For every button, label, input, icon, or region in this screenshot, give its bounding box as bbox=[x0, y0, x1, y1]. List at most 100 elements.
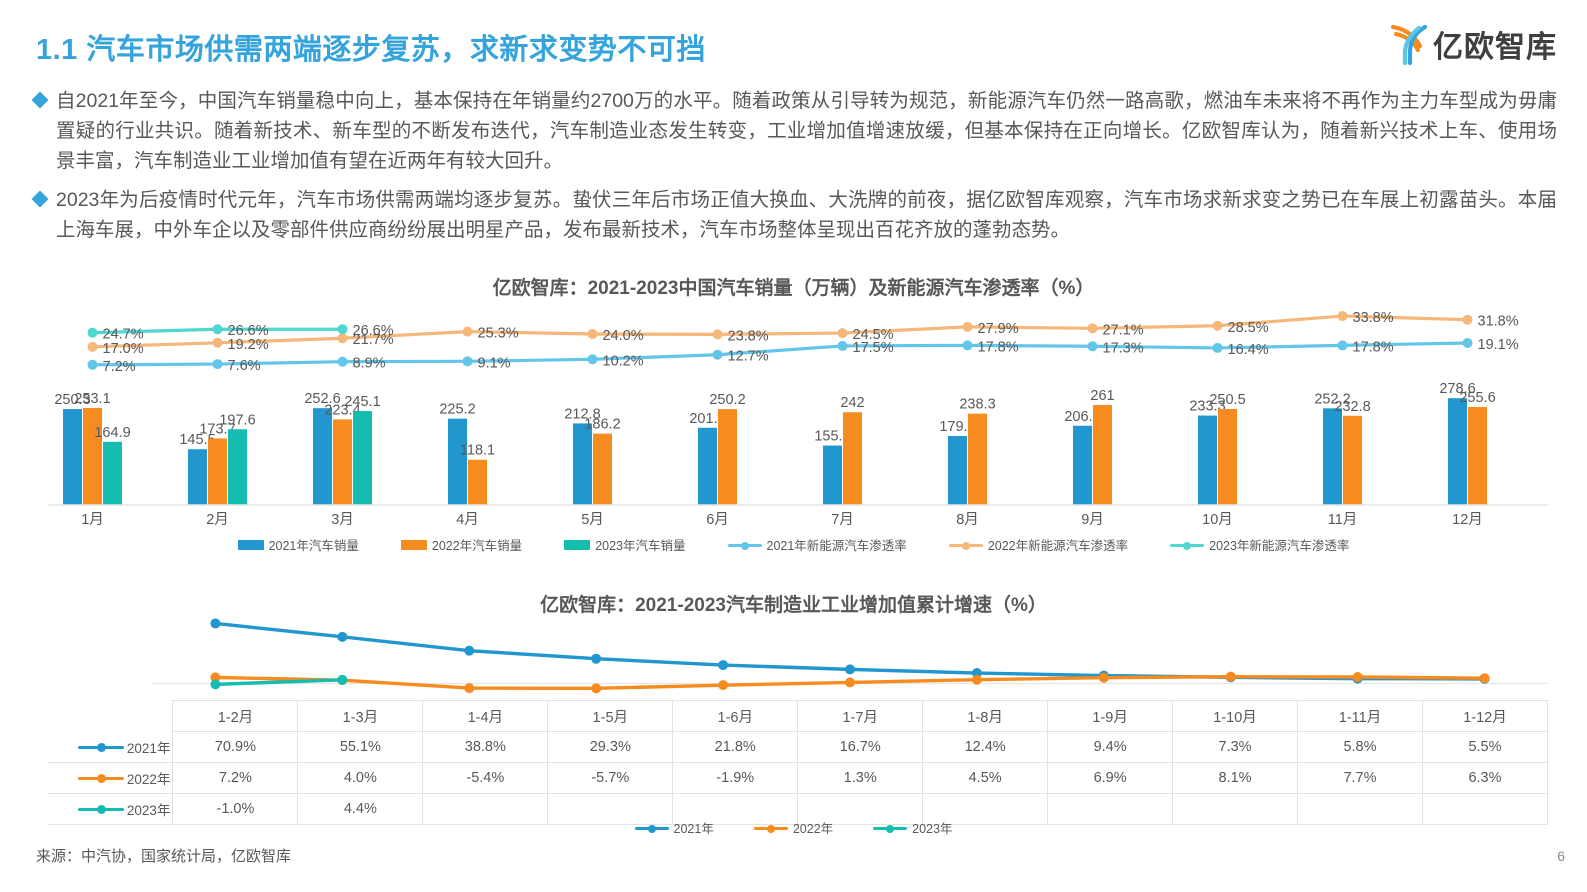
svg-text:10.2%: 10.2% bbox=[603, 353, 644, 369]
svg-text:186.2: 186.2 bbox=[584, 417, 620, 433]
legend-item[interactable]: 2022年 bbox=[753, 818, 833, 837]
bullet-list: 自2021年至今，中国汽车销量稳中向上，基本保持在年销量约2700万的水平。随着… bbox=[31, 86, 1557, 254]
list-item: 自2021年至今，中国汽车销量稳中向上，基本保持在年销量约2700万的水平。随着… bbox=[31, 86, 1557, 176]
svg-text:250.3: 250.3 bbox=[54, 392, 90, 408]
svg-text:27.9%: 27.9% bbox=[978, 321, 1019, 337]
legend-line-icon bbox=[634, 823, 669, 833]
svg-text:238.3: 238.3 bbox=[959, 397, 995, 413]
svg-text:26.6%: 26.6% bbox=[353, 323, 394, 339]
svg-text:24.7%: 24.7% bbox=[103, 327, 144, 343]
table-column-header: 1-6月 bbox=[672, 700, 799, 732]
chart-2-plot bbox=[152, 612, 1548, 700]
table-cell: 1.3% bbox=[797, 762, 924, 794]
svg-text:9.1%: 9.1% bbox=[478, 355, 511, 371]
table-cell: 4.0% bbox=[297, 762, 424, 794]
svg-text:16.4%: 16.4% bbox=[1228, 342, 1269, 358]
table-cell: 7.3% bbox=[1172, 731, 1299, 763]
table-cell bbox=[1421, 793, 1549, 825]
table-column-header: 1-2月 bbox=[172, 700, 299, 732]
svg-text:197.6: 197.6 bbox=[219, 412, 255, 428]
svg-text:179.9: 179.9 bbox=[939, 419, 975, 435]
legend-item[interactable]: 2022年汽车销量 bbox=[400, 535, 523, 554]
page-title: 1.1 汽车市场供需两端逐步复苏，求新求变势不可挡 bbox=[36, 34, 706, 66]
svg-text:19.2%: 19.2% bbox=[228, 337, 269, 353]
legend-item[interactable]: 2021年新能源汽车渗透率 bbox=[727, 535, 907, 554]
diamond-bullet-icon bbox=[31, 91, 49, 109]
x-axis-label: 10月 bbox=[1202, 512, 1233, 528]
table-cell: 70.9% bbox=[172, 731, 299, 763]
chart-1-legend: 2021年汽车销量 2022年汽车销量 2023年汽车销量 2021年新能源汽车渗透率… bbox=[0, 535, 1587, 554]
svg-text:242: 242 bbox=[840, 395, 864, 411]
table-row-label: 2023年 bbox=[126, 803, 171, 818]
x-axis-label: 8月 bbox=[956, 512, 979, 528]
legend-label: 2021年汽车销量 bbox=[268, 539, 359, 553]
table-cell: 4.4% bbox=[297, 793, 424, 825]
svg-text:261: 261 bbox=[1090, 388, 1114, 404]
svg-text:19.1%: 19.1% bbox=[1478, 337, 1519, 353]
chart-1-plot: 250.3 253.1 164.9 145.5 173.7 197.6 252.6 223.4… bbox=[48, 300, 1548, 525]
legend-item[interactable]: 2023年新能源汽车渗透率 bbox=[1170, 535, 1349, 554]
table-cell bbox=[1297, 793, 1423, 825]
table-row-label: 2022年 bbox=[126, 772, 171, 787]
svg-text:7.2%: 7.2% bbox=[103, 359, 136, 375]
svg-text:252.6: 252.6 bbox=[304, 391, 340, 407]
table-column-header: 1-8月 bbox=[922, 700, 1049, 732]
x-axis-label: 4月 bbox=[456, 512, 479, 528]
table-column-header: 1-11月 bbox=[1297, 700, 1423, 732]
legend-item[interactable]: 2022年新能源汽车渗透率 bbox=[948, 535, 1129, 554]
legend-label: 2022年新能源汽车渗透率 bbox=[987, 539, 1129, 553]
legend-label: 2023年汽车销量 bbox=[595, 539, 686, 553]
x-axis-label: 12月 bbox=[1452, 512, 1483, 528]
x-axis-label: 1月 bbox=[81, 512, 104, 528]
svg-text:17.8%: 17.8% bbox=[1353, 339, 1394, 355]
table-row: 2021年 70.9% 55.1% 38.8% 29.3% 21.8% 16.7% 12.4%… bbox=[48, 731, 1549, 763]
x-axis-label: 3月 bbox=[331, 512, 354, 528]
x-axis-label: 5月 bbox=[581, 512, 604, 528]
svg-text:33.8%: 33.8% bbox=[1353, 310, 1394, 326]
legend-label: 2022年汽车销量 bbox=[431, 539, 523, 553]
table-row: 2022年 7.2% 4.0% -5.4% -5.7% -1.9% 1.3% 4.5% 6.9%… bbox=[48, 762, 1549, 794]
table-corner-cell bbox=[48, 701, 173, 732]
table-column-header: 1-5月 bbox=[547, 700, 674, 732]
table-cell: 8.1% bbox=[1172, 762, 1299, 794]
legend-label: 2021年新能源汽车渗透率 bbox=[766, 539, 907, 553]
chart-2-legend: 2021年 2022年 2023年 bbox=[0, 818, 1587, 837]
table-cell: 7.2% bbox=[172, 762, 299, 794]
legend-line-icon bbox=[1170, 540, 1205, 550]
svg-text:17.3%: 17.3% bbox=[1103, 340, 1144, 356]
chart-1-title: 亿欧智库：2021-2023中国汽车销量（万辆）及新能源汽车渗透率（%） bbox=[492, 278, 1095, 299]
table-column-header: 1-12月 bbox=[1421, 700, 1549, 732]
legend-line-icon bbox=[77, 804, 124, 814]
bullet-text: 自2021年至今，中国汽车销量稳中向上，基本保持在年销量约2700万的水平。随着… bbox=[56, 90, 1557, 172]
legend-item[interactable]: 2021年汽车销量 bbox=[237, 535, 359, 554]
svg-text:28.5%: 28.5% bbox=[1228, 320, 1269, 336]
table-cell: 4.5% bbox=[922, 762, 1049, 794]
svg-text:206.7: 206.7 bbox=[1064, 409, 1100, 425]
svg-text:31.8%: 31.8% bbox=[1478, 314, 1519, 330]
chart-2-data-table: 1-2月 1-3月 1-4月 1-5月 1-6月 1-7月 1-8月 1-9月 1-10月 1-1… bbox=[48, 700, 1549, 825]
legend-item[interactable]: 2021年 bbox=[634, 818, 714, 837]
svg-text:223.4: 223.4 bbox=[324, 402, 360, 418]
table-cell: 29.3% bbox=[547, 731, 674, 763]
svg-text:255.6: 255.6 bbox=[1459, 390, 1495, 406]
legend-swatch-icon bbox=[237, 539, 264, 550]
slide-header: 1.1 汽车市场供需两端逐步复苏，求新求变势不可挡 亿欧智库 bbox=[0, 0, 1587, 78]
table-row-header: 2022年 bbox=[48, 762, 173, 794]
svg-text:252.2: 252.2 bbox=[1314, 391, 1350, 407]
svg-text:25.3%: 25.3% bbox=[478, 326, 519, 342]
brand-logo: 亿欧智库 bbox=[1389, 22, 1557, 66]
legend-line-icon bbox=[873, 823, 908, 833]
svg-text:233.3: 233.3 bbox=[1189, 399, 1225, 415]
legend-item[interactable]: 2023年 bbox=[873, 818, 952, 837]
legend-item[interactable]: 2023年汽车销量 bbox=[564, 535, 686, 554]
svg-text:26.6%: 26.6% bbox=[228, 323, 269, 339]
x-axis-label: 9月 bbox=[1081, 512, 1104, 528]
table-row-label: 2021年 bbox=[126, 740, 171, 756]
svg-text:155.1: 155.1 bbox=[814, 429, 850, 445]
brand-logo-text: 亿欧智库 bbox=[1433, 31, 1557, 64]
bullet-text: 2023年为后疫情时代元年，汽车市场供需两端均逐步复苏。蛰伏三年后市场正值大换血… bbox=[56, 189, 1557, 241]
table-row: 2023年 -1.0% 4.4% bbox=[48, 793, 1549, 825]
svg-text:245.1: 245.1 bbox=[344, 394, 380, 410]
